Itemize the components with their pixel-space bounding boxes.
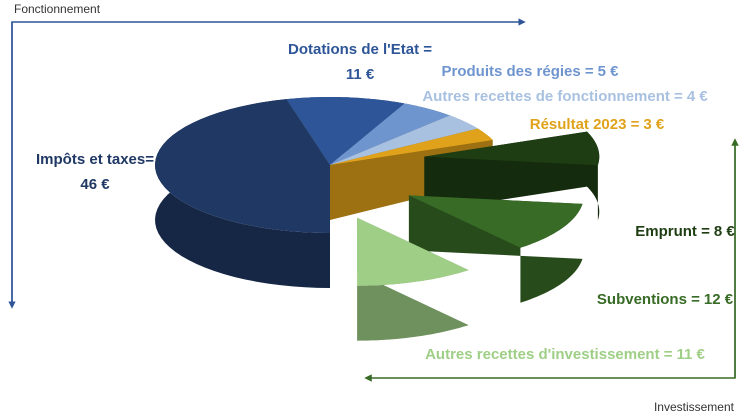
label-category: Autres recettes d'investissement =	[425, 346, 673, 363]
label-value: 5 €	[598, 63, 620, 80]
slice	[424, 131, 600, 166]
data-label: Emprunt = 8 €	[635, 223, 735, 240]
label-category: Produits des régies =	[442, 63, 594, 80]
label-category: Emprunt =	[635, 223, 710, 240]
slice-side	[330, 128, 493, 220]
label-value: 3 €	[643, 116, 665, 133]
annotation: Investissement	[654, 400, 735, 414]
slice	[408, 195, 583, 248]
annotation: Fonctionnement	[14, 2, 101, 16]
data-label: Résultat 2023 = 3 €	[530, 116, 665, 133]
label-value: 12 €	[704, 291, 734, 308]
slice	[330, 115, 478, 165]
label-value: 8 €	[714, 223, 736, 240]
data-label-value: 46 €	[80, 176, 110, 193]
label-value: 4 €	[687, 88, 709, 105]
data-label: Impôts et taxes=	[36, 151, 154, 168]
slice	[357, 217, 469, 286]
data-label: Subventions = 12 €	[597, 291, 734, 308]
slice	[286, 97, 405, 165]
data-label-value: 11 €	[346, 66, 375, 83]
data-label: Autres recettes de fonctionnement = 4 €	[422, 88, 708, 105]
slice	[330, 128, 493, 165]
label-value: 11 €	[677, 346, 706, 363]
label-category: Autres recettes de fonctionnement =	[422, 88, 683, 105]
label-category: Subventions =	[597, 291, 700, 308]
slice	[330, 103, 450, 165]
data-label: Autres recettes d'investissement = 11 €	[425, 346, 705, 363]
slice	[155, 99, 330, 233]
data-label: Produits des régies = 5 €	[442, 63, 620, 80]
label-category: Résultat 2023 =	[530, 116, 640, 133]
data-label: Dotations de l'Etat =	[288, 41, 432, 58]
